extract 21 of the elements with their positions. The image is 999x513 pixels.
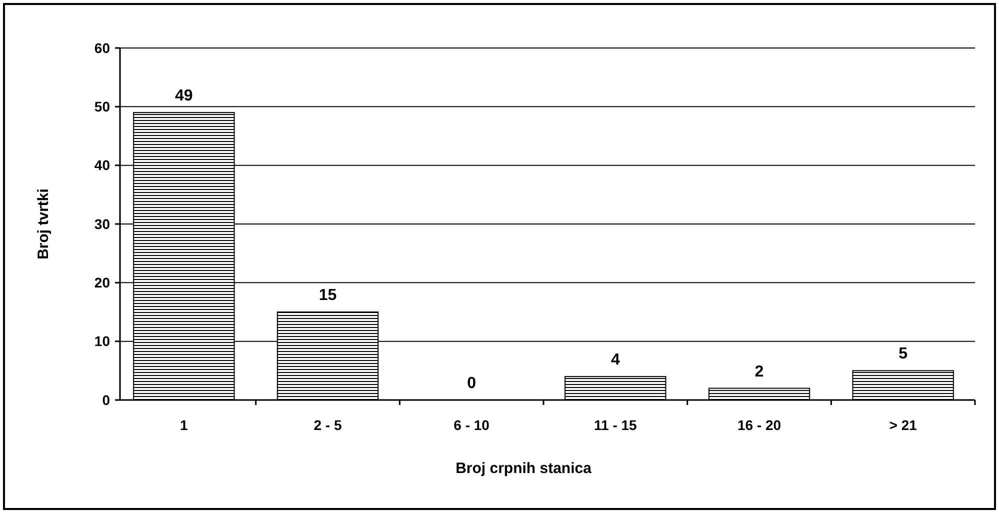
y-tick-label: 40 xyxy=(94,157,110,174)
x-tick-label: 16 - 20 xyxy=(737,417,782,433)
y-tick-label: 0 xyxy=(102,392,110,408)
x-axis-title: Broj crpnih stanica xyxy=(456,460,592,477)
data-label: 2 xyxy=(754,363,764,380)
data-label: 0 xyxy=(467,375,476,392)
x-tick-label: 2 - 5 xyxy=(314,417,342,433)
data-label: 15 xyxy=(318,287,337,304)
x-tick-label: > 21 xyxy=(889,417,918,433)
y-tick-label: 10 xyxy=(94,333,110,350)
y-tick-label: 50 xyxy=(94,98,110,115)
x-tick-label: 11 - 15 xyxy=(594,417,638,433)
y-tick-label: 20 xyxy=(94,274,110,291)
data-label: 5 xyxy=(898,346,908,363)
data-label: 4 xyxy=(610,352,620,369)
y-tick-label: 30 xyxy=(94,216,110,232)
x-tick-label: 6 - 10 xyxy=(454,417,490,433)
y-axis-title: Broj tvrtki xyxy=(35,188,52,260)
data-label: 49 xyxy=(175,88,193,105)
x-tick-label: 1 xyxy=(180,417,188,433)
y-tick-label: 60 xyxy=(94,40,110,56)
